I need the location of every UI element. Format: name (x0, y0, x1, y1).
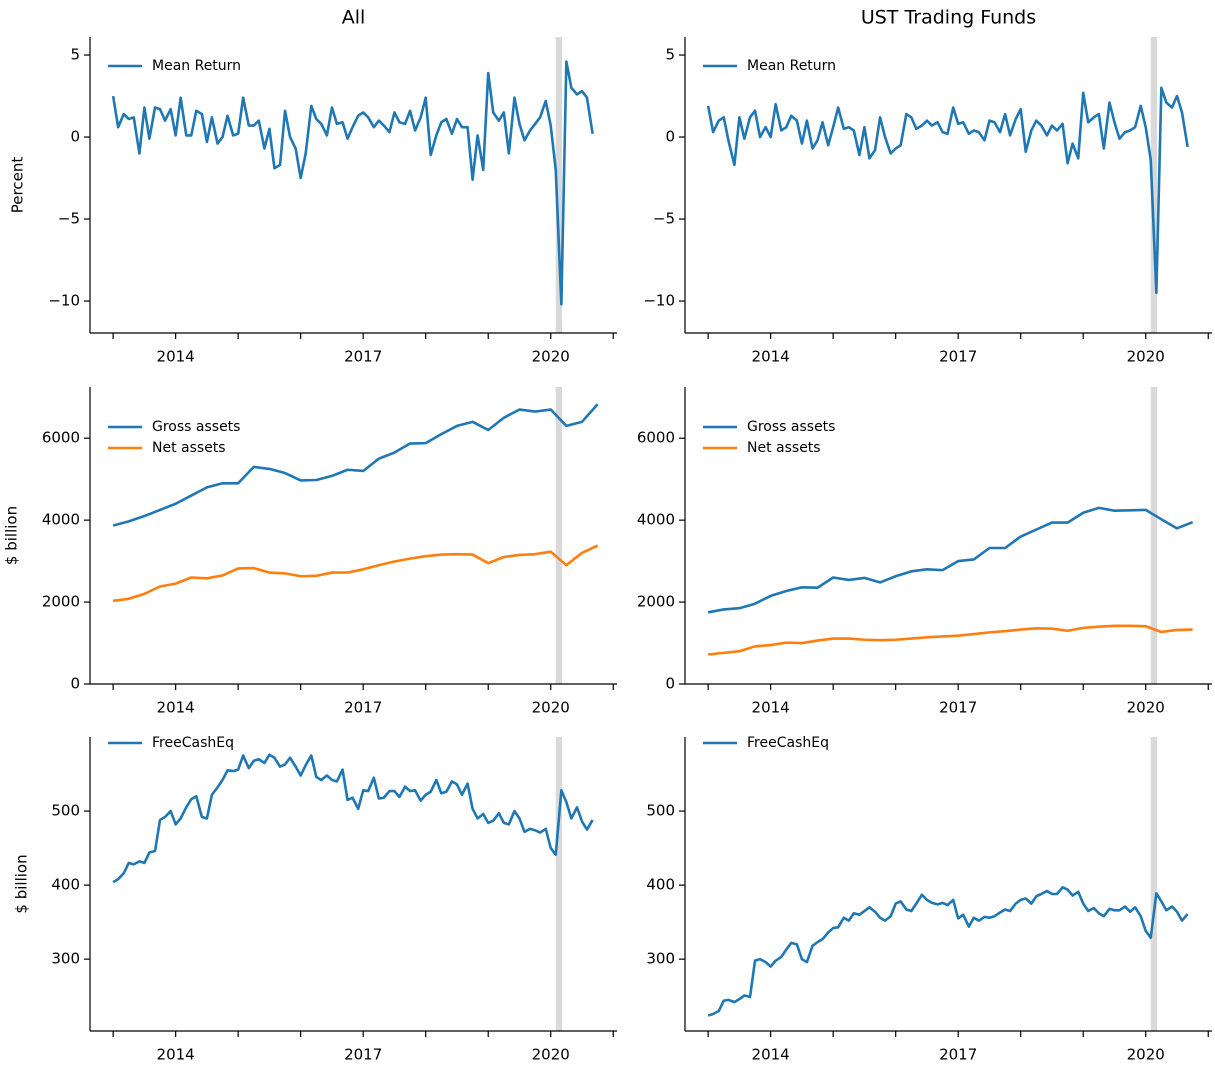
shaded-span (555, 37, 562, 333)
shaded-span (1150, 387, 1157, 684)
legend-label: Net assets (747, 440, 821, 456)
y-tick-label: 5 (665, 46, 675, 64)
y-tick-label: 0 (665, 128, 675, 146)
y-tick-label: 4000 (42, 511, 80, 529)
data-line (112, 544, 599, 603)
y-tick-label: 4000 (637, 511, 675, 529)
y-tick-label: 2000 (42, 593, 80, 611)
x-tick-label: 2017 (939, 348, 977, 366)
data-line (707, 506, 1194, 614)
legend-label: Mean Return (152, 58, 241, 74)
x-tick-label: 2017 (344, 348, 382, 366)
panel-title: All (342, 7, 366, 29)
y-tick-label: 2000 (637, 593, 675, 611)
data-line (707, 624, 1193, 656)
x-tick-label: 2020 (532, 1046, 570, 1064)
y-tick-label: 300 (51, 950, 80, 968)
data-line (707, 886, 1189, 1017)
shaded-span (1150, 737, 1157, 1031)
x-tick-label: 2017 (939, 699, 977, 717)
y-tick-label: 5 (70, 46, 80, 64)
y-tick-label: −5 (58, 210, 80, 228)
data-line (112, 753, 594, 884)
x-tick-label: 2020 (1127, 699, 1165, 717)
shaded-span (555, 387, 562, 684)
x-tick-label: 2014 (157, 699, 195, 717)
x-tick-label: 2014 (157, 348, 195, 366)
y-tick-label: −5 (653, 210, 675, 228)
y-tick-label: 400 (646, 876, 675, 894)
legend-label: Mean Return (747, 58, 836, 74)
y-tick-label: 0 (70, 675, 80, 693)
y-tick-label: 6000 (637, 429, 675, 447)
shaded-span (555, 737, 562, 1031)
x-tick-label: 2017 (344, 699, 382, 717)
y-tick-label: 0 (70, 128, 80, 146)
y-tick-label: 6000 (42, 429, 80, 447)
y-axis-label: $ billion (13, 854, 31, 913)
x-tick-label: 2020 (532, 348, 570, 366)
x-tick-label: 2014 (752, 699, 790, 717)
y-tick-label: 0 (665, 675, 675, 693)
x-tick-label: 2020 (1127, 1046, 1165, 1064)
y-tick-label: 500 (646, 802, 675, 820)
data-line (111, 60, 594, 306)
data-line (112, 403, 599, 527)
data-line (706, 86, 1189, 295)
y-tick-label: −10 (48, 292, 80, 310)
x-tick-label: 2017 (344, 1046, 382, 1064)
y-axis-label: $ billion (3, 506, 21, 565)
legend-label: FreeCashEq (152, 735, 234, 751)
y-tick-label: −10 (643, 292, 675, 310)
x-tick-label: 2020 (1127, 348, 1165, 366)
x-tick-label: 2017 (939, 1046, 977, 1064)
y-tick-label: 300 (646, 950, 675, 968)
y-tick-label: 400 (51, 876, 80, 894)
legend-label: Gross assets (747, 419, 835, 435)
legend-label: FreeCashEq (747, 735, 829, 751)
legend-label: Net assets (152, 440, 226, 456)
x-tick-label: 2014 (752, 348, 790, 366)
x-tick-label: 2014 (157, 1046, 195, 1064)
y-axis-label: Percent (9, 157, 27, 214)
panel-title: UST Trading Funds (861, 7, 1036, 29)
shaded-span (1150, 37, 1157, 333)
y-tick-label: 500 (51, 802, 80, 820)
legend-label: Gross assets (152, 419, 240, 435)
x-tick-label: 2020 (532, 699, 570, 717)
x-tick-label: 2014 (752, 1046, 790, 1064)
